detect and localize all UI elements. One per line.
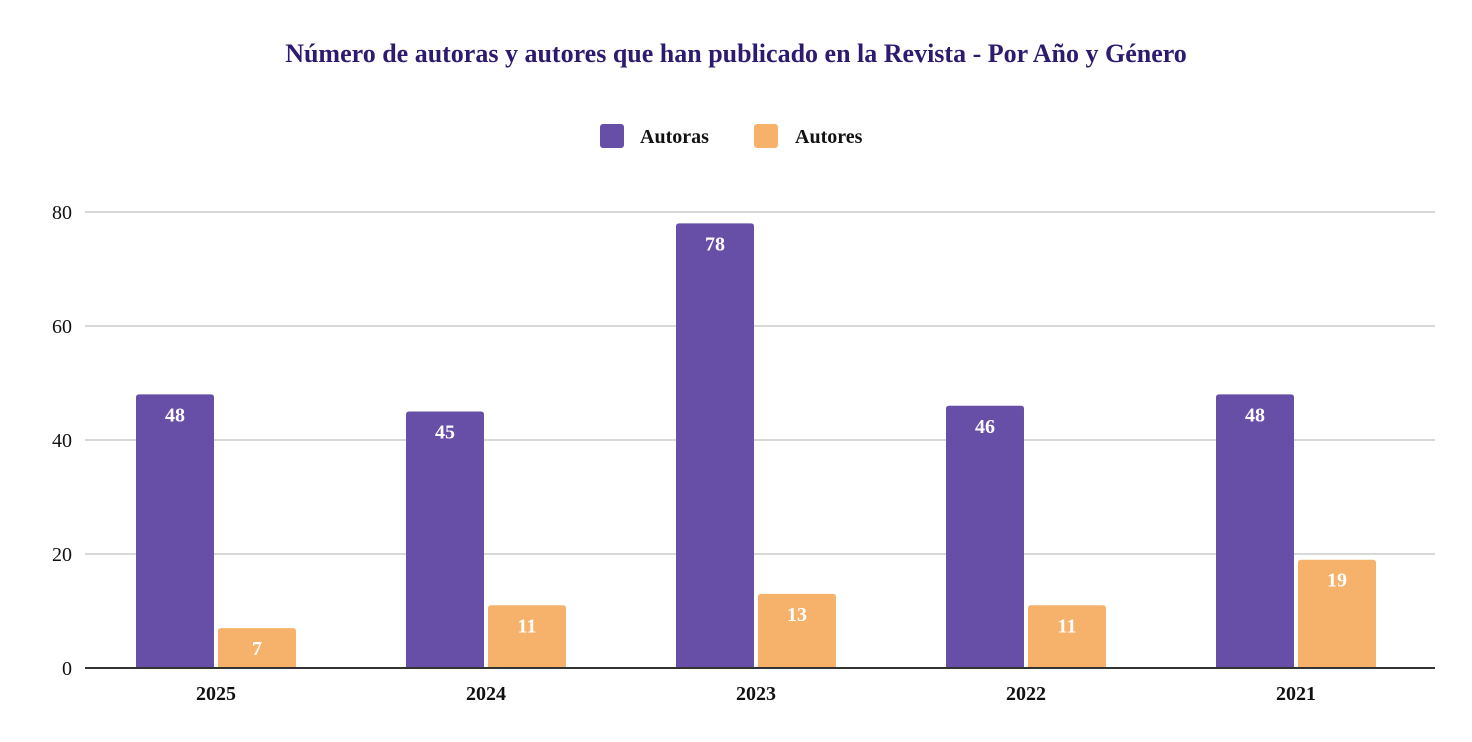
bar-autores-2021 — [1298, 559, 1376, 668]
gridlines — [85, 211, 1435, 555]
bar-autores-2022 — [1028, 605, 1106, 668]
chart-title: Número de autoras y autores que han publ… — [285, 39, 1187, 68]
data-label: 45 — [435, 422, 455, 444]
bar-autoras-2021 — [1216, 394, 1294, 668]
y-tick-label: 80 — [52, 202, 72, 224]
bars — [136, 223, 1376, 668]
bar-autoras-2022 — [946, 405, 1024, 668]
bar-autores-2025 — [218, 628, 296, 668]
data-label: 48 — [165, 404, 185, 426]
data-label: 19 — [1327, 570, 1347, 592]
y-axis: 0 20 40 60 80 — [52, 202, 72, 680]
legend-swatch-autoras — [600, 124, 624, 148]
bar-autoras-2023 — [676, 223, 754, 668]
bar-autores-2023 — [758, 593, 836, 668]
data-label: 48 — [1245, 404, 1265, 426]
data-label: 11 — [1058, 615, 1077, 637]
data-label: 7 — [252, 638, 262, 660]
x-tick-label: 2023 — [736, 683, 776, 705]
x-axis: 2025 2024 2023 2022 2021 — [85, 667, 1435, 705]
legend-label-autoras: Autoras — [640, 126, 709, 148]
bar-autoras-2024 — [406, 411, 484, 668]
x-tick-label: 2025 — [196, 683, 236, 705]
y-tick-label: 40 — [52, 430, 72, 452]
y-tick-label: 20 — [52, 544, 72, 566]
y-tick-label: 0 — [62, 658, 72, 680]
x-tick-label: 2021 — [1276, 683, 1316, 705]
data-label: 13 — [787, 604, 807, 626]
bar-autoras-2025 — [136, 394, 214, 668]
data-label: 46 — [975, 416, 995, 438]
bar-autores-2024 — [488, 605, 566, 668]
legend-label-autores: Autores — [795, 126, 863, 148]
data-label: 78 — [705, 233, 725, 255]
legend: Autoras Autores — [600, 124, 863, 148]
legend-swatch-autores — [754, 124, 778, 148]
x-tick-label: 2024 — [466, 683, 506, 705]
y-tick-label: 60 — [52, 316, 72, 338]
x-tick-label: 2022 — [1006, 683, 1046, 705]
data-labels: 48 7 45 11 78 13 46 11 48 19 — [165, 233, 1347, 660]
data-label: 11 — [518, 615, 537, 637]
